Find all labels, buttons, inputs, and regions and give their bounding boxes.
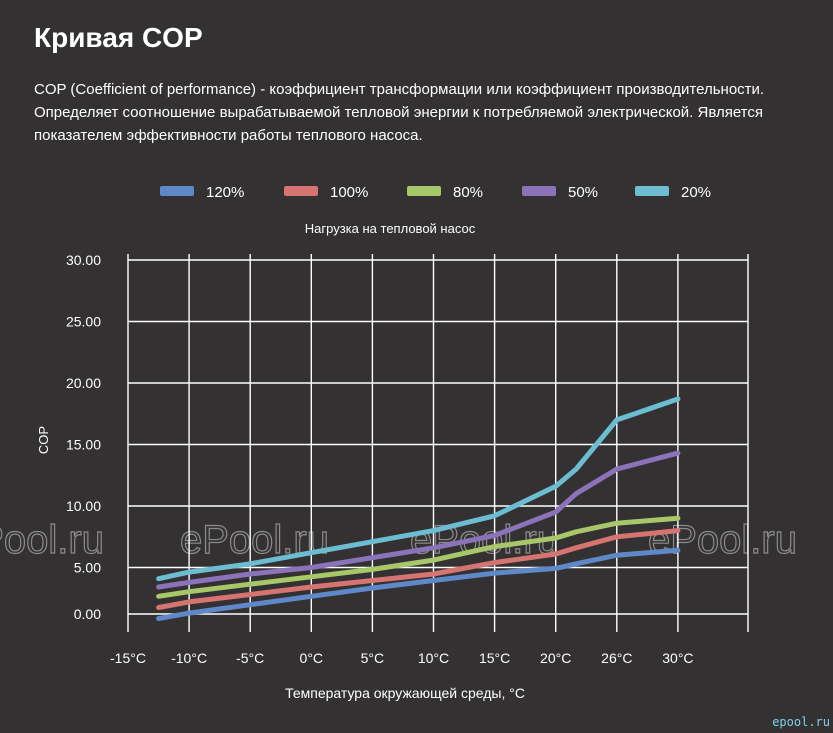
page-title: Кривая COP (34, 22, 203, 53)
x-tick-label: 0°C (300, 650, 324, 666)
x-axis-label: Температура окружающей среды, °C (285, 685, 525, 701)
x-tick-label: 5°C (361, 650, 385, 666)
series-line-80pct (156, 515, 681, 599)
legend-label: 20% (681, 184, 711, 201)
y-axis-label: COP (36, 426, 51, 454)
x-tick-label: 15°C (479, 650, 510, 666)
legend-swatch (284, 186, 318, 196)
legend-swatch (635, 186, 669, 196)
legend-swatch (407, 186, 441, 196)
x-tick-label: 26°C (601, 650, 632, 666)
series-line-100pct (156, 528, 681, 610)
legend-swatch (522, 186, 556, 196)
y-tick-label: 30.00 (66, 252, 101, 268)
x-tick-label: 10°C (418, 650, 449, 666)
series-line-20pct (156, 396, 681, 582)
x-tick-label: -5°C (236, 650, 264, 666)
legend-label: 100% (330, 184, 368, 201)
legend-label: 120% (206, 184, 244, 201)
y-tick-label: 5.00 (74, 560, 101, 576)
y-tick-label: 25.00 (66, 314, 101, 330)
grid: 30.00 25.00 20.00 15.00 10.00 5.00 0.00 -15°C -1… (66, 252, 749, 666)
x-tick-label: -15°C (110, 650, 146, 666)
legend-label: 80% (453, 184, 483, 201)
legend-swatch (160, 186, 194, 196)
legend-label: 50% (568, 184, 598, 201)
x-tick-label: -10°C (171, 650, 207, 666)
site-mark: epool.ru (772, 715, 830, 729)
y-tick-label: 20.00 (66, 375, 101, 391)
watermark-text: ePool.ru (0, 518, 104, 562)
series-line-120pct (156, 547, 681, 622)
series-lines (156, 396, 681, 622)
watermark-text: ePool.ru (648, 518, 797, 562)
chart-title: Нагрузка на тепловой насос (305, 221, 476, 236)
x-tick-label: 20°C (540, 650, 571, 666)
legend: 120% 100% 80% 50% 20% (160, 184, 711, 201)
cop-description: COP (Coefficient of performance) - коэфф… (34, 81, 765, 144)
y-tick-label: 15.00 (66, 437, 101, 453)
y-tick-label: 0.00 (74, 606, 101, 622)
y-tick-label: 10.00 (66, 498, 101, 514)
x-tick-label: 30°C (662, 650, 693, 666)
series-line-50pct (156, 450, 681, 590)
